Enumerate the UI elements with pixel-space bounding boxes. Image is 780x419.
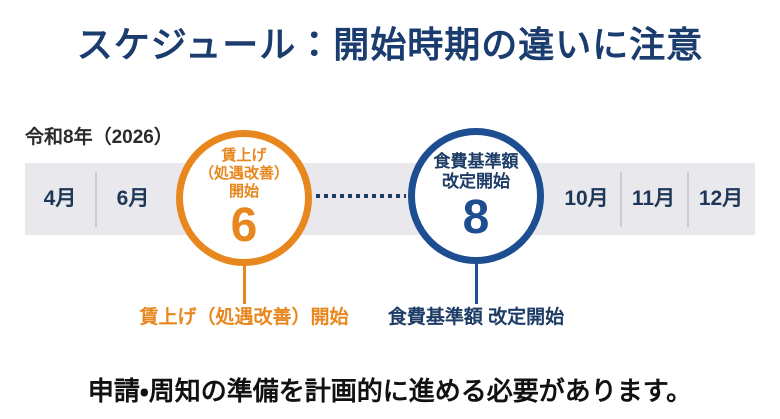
month-divider [95,172,97,227]
month-label-december: 12月 [698,187,744,210]
event-circle-meal-cost: 食費基準額 改定開始 8 [408,128,544,264]
event-month-number: 8 [462,190,490,244]
page-title: スケジュール：開始時期の違いに注意 [76,24,704,65]
wage-raise-label: 賃上げ（処遇改善）開始 [139,307,349,328]
month-divider [687,172,689,227]
month-label-june: 6月 [116,187,150,210]
timeline-bar [25,163,755,235]
event-circle-text-line: 食費基準額 [433,151,519,171]
month-label-october: 10月 [564,187,609,210]
event-circle-wage-raise: 賃上げ （処遇改善） 開始 6 [176,130,312,266]
event-circle-text-line: （処遇改善） [198,165,289,183]
year-label: 令和8年（2026） [25,127,173,148]
event-circle-text-line: 開始 [228,183,259,201]
footer-note: 申請・周知の準備を計画的に進める必要があります。 [87,376,693,406]
dotted-connector-line [316,194,406,198]
meal-cost-label: 食費基準額 改定開始 [387,307,565,328]
event-circle-text-line: 改定開始 [442,172,510,192]
month-label-april: 4月 [43,187,77,210]
meal-cost-connector-line [475,262,478,304]
event-month-number: 6 [230,199,258,253]
event-circle-text-line: 賃上げ [221,147,267,165]
month-divider [620,172,622,227]
wage-raise-connector-line [243,264,246,304]
month-label-november: 11月 [631,187,676,210]
